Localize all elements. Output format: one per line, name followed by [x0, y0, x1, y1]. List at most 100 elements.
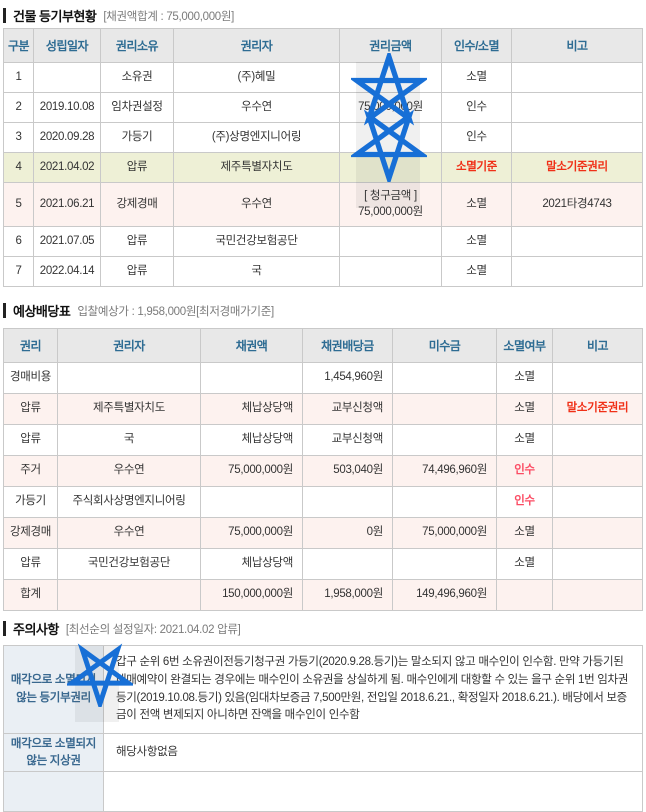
table-row: 7 2022.04.14 압류 국 소멸	[3, 256, 643, 287]
table-row: 압류 제주특별자치도 체납상당액 교부신청액 소멸 말소기준권리	[3, 393, 643, 425]
column-header: 채권액	[200, 328, 303, 363]
cell: 2021.04.02	[33, 152, 101, 183]
cell: 1,454,960원	[302, 362, 393, 394]
table-row: 3 2020.09.28 가등기 (주)상명엔지니어링 인수	[3, 122, 643, 153]
cell	[511, 256, 643, 287]
cell: 75,000,000원	[339, 92, 442, 123]
dividend-section-header: 예상배당표 입찰예상가 : 1,958,000원[최저경매가기준]	[3, 301, 274, 320]
registry-header-row: 구분 성립일자 권리소유 권리자 권리금액 인수/소멸 비고	[3, 28, 643, 63]
column-header: 구분	[3, 28, 34, 63]
title-bar	[3, 8, 6, 23]
cell: 우수연	[57, 517, 201, 549]
cell: 가등기	[100, 122, 174, 153]
table-row: 가등기 주식회사상명엔지니어링 인수	[3, 486, 643, 518]
table-row: 5 2021.06.21 강제경매 우수연[ 청구금액 ] 75,000,000원 소멸…	[3, 182, 643, 227]
table-row: 매각으로 소멸되지 않는 등기부권리 갑구 순위 6번 소유권이전등기청구권 가등…	[3, 644, 643, 735]
cell: 체납상당액	[200, 424, 303, 456]
cell: 소멸	[496, 517, 553, 549]
cell: 인수	[441, 92, 512, 123]
cell: 압류	[100, 256, 174, 287]
cell: 503,040원	[302, 455, 393, 487]
cell: 75,000,000원	[392, 517, 497, 549]
cell	[57, 362, 201, 394]
cell	[339, 152, 442, 183]
cell	[302, 548, 393, 580]
cell: (주)혜밀	[173, 62, 340, 93]
cell	[552, 517, 643, 549]
cell: [ 청구금액 ] 75,000,000원	[339, 182, 442, 227]
cell: 압류	[3, 424, 58, 456]
cell	[552, 486, 643, 518]
cell: 소멸	[441, 62, 512, 93]
cell: 75,000,000원	[200, 455, 303, 487]
cell: 갑구 순위 6번 소유권이전등기청구권 가등기(2020.9.28.등기)는 말…	[103, 644, 643, 735]
cell	[552, 548, 643, 580]
cell: 제주특별자치도	[57, 393, 201, 425]
cell: 0원	[302, 517, 393, 549]
cell: 150,000,000원	[200, 579, 303, 611]
cell: 2021타경4743	[511, 182, 643, 227]
cell: 소멸	[496, 393, 553, 425]
dividend-title: 예상배당표	[13, 304, 71, 319]
cell: 경매비용	[3, 362, 58, 394]
registry-subtitle: [채권액합계 : 75,000,000원]	[103, 10, 235, 23]
cell	[496, 579, 553, 611]
column-header: 비고	[511, 28, 643, 63]
cell: 압류	[3, 548, 58, 580]
cell: 국	[173, 256, 340, 287]
column-header: 권리소유	[100, 28, 174, 63]
cell: 체납상당액	[200, 548, 303, 580]
column-header: 권리	[3, 328, 58, 363]
cell	[339, 226, 442, 257]
cell	[392, 548, 497, 580]
cell: 매각으로 소멸되지 않는 등기부권리	[3, 644, 104, 735]
cell	[392, 486, 497, 518]
title-bar	[3, 621, 6, 636]
table-row: 2 2019.10.08 임차권설정 우수연 75,000,000원 인수	[3, 92, 643, 123]
cell: 말소기준권리	[552, 393, 643, 425]
cell: 해당사항없음	[103, 733, 643, 773]
cell	[511, 62, 643, 93]
cell	[339, 122, 442, 153]
cell: 7	[3, 256, 34, 287]
cell: 소멸	[441, 182, 512, 227]
cell: 교부신청액	[302, 393, 393, 425]
column-header: 채권배당금	[302, 328, 393, 363]
cell: 2	[3, 92, 34, 123]
cell	[552, 424, 643, 456]
column-header: 권리금액	[339, 28, 442, 63]
cell: 소멸	[496, 362, 553, 394]
cell: 우수연	[173, 92, 340, 123]
cell	[511, 226, 643, 257]
cell: 149,496,960원	[392, 579, 497, 611]
cell: 2021.07.05	[33, 226, 101, 257]
registry-table: 구분 성립일자 권리소유 권리자 권리금액 인수/소멸 비고 1 소유권 (주)혜밀…	[3, 28, 643, 287]
cell: 말소기준권리	[511, 152, 643, 183]
cell: 제주특별자치도	[173, 152, 340, 183]
page: 건물 등기부현황 [채권액합계 : 75,000,000원] 구분 성립일자 권…	[3, 8, 643, 812]
caution-section-header: 주의사항 [최선순의 설정일자: 2021.04.02 압류]	[3, 619, 241, 638]
table-row: 1 소유권 (주)혜밀 소멸	[3, 62, 643, 93]
cell	[392, 393, 497, 425]
caution-title: 주의사항	[13, 622, 59, 637]
cell: 국민건강보험공단	[57, 548, 201, 580]
cell	[511, 122, 643, 153]
cell	[511, 92, 643, 123]
cell: 2022.04.14	[33, 256, 101, 287]
cell: 합계	[3, 579, 58, 611]
cell: 국민건강보험공단	[173, 226, 340, 257]
cell: 6	[3, 226, 34, 257]
cell	[3, 771, 104, 812]
cell: 소멸	[441, 256, 512, 287]
column-header: 미수금	[392, 328, 497, 363]
cell	[302, 486, 393, 518]
cell: 인수	[496, 455, 553, 487]
cell	[392, 362, 497, 394]
cell: 소멸	[496, 424, 553, 456]
cell: 소멸	[496, 548, 553, 580]
cell: 국	[57, 424, 201, 456]
cell: (주)상명엔지니어링	[173, 122, 340, 153]
cell	[200, 486, 303, 518]
dividend-header-row: 권리 권리자 채권액 채권배당금 미수금 소멸여부 비고	[3, 328, 643, 363]
cell: 3	[3, 122, 34, 153]
